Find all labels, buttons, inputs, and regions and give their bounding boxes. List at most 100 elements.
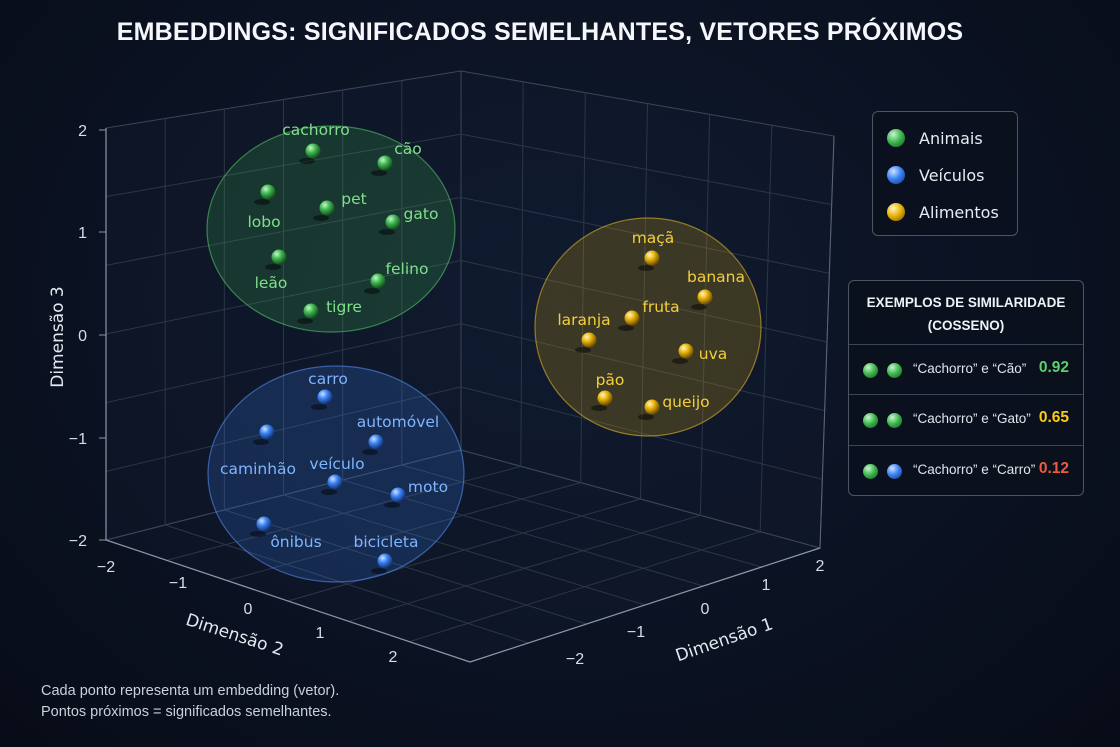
cluster-veiculos [207,365,465,583]
data-point-banana [697,289,713,305]
grid-line [460,133,832,206]
point-label: felino [386,260,429,278]
point-shadow [313,215,329,221]
y-axis-line [105,539,471,663]
point-label: veículo [309,455,364,473]
point-shadow [311,404,327,410]
point-shadow [371,568,387,574]
point-label: moto [408,478,448,496]
legend-label: Animais [919,128,983,148]
point-label: uva [699,345,728,363]
grid-line [401,464,762,568]
point-shadow [250,531,266,537]
legend: Animais Veículos Alimentos [872,111,1018,236]
point-label: leão [255,274,288,292]
data-point-queijo [644,399,660,415]
point-label: bicicleta [354,533,419,551]
point-shadow [591,405,607,411]
blue-dot-icon [887,464,902,479]
data-point-fruta [624,310,640,326]
point-label: caminhão [220,460,296,478]
data-point-bicicleta [377,553,393,569]
y-tick-label: 0 [244,601,253,618]
point-label: gato [404,205,439,223]
z-tick-label: 2 [78,123,87,140]
footnote-line2: Pontos próximos = significados semelhant… [41,704,332,720]
data-point-gato [385,214,401,230]
point-label: cão [394,140,422,158]
y-axis-title: Dimensão 2 [183,610,286,660]
x-axis-line [469,547,821,663]
point-label: ônibus [270,533,321,551]
point-label: carro [308,370,348,388]
data-point-veículo [327,474,343,490]
legend-swatch-icon [887,203,905,221]
legend-item-alimentos: Alimentos [887,200,999,224]
point-shadow [691,304,707,310]
point-label: banana [687,268,745,286]
green-dot-icon [863,413,878,428]
axis-grid [104,70,835,663]
footnote-line1: Cada ponto representa um embedding (veto… [41,683,340,699]
legend-item-veiculos: Veículos [887,163,985,187]
green-dot-icon [863,363,878,378]
chart-title: EMBEDDINGS: SIGNIFICADOS SEMELHANTES, VE… [116,18,964,46]
legend-label: Veículos [919,165,985,185]
similarity-pair: “Cachorro” e “Carro” [913,462,1036,477]
x-axis-title: Dimensão 1 [673,614,775,666]
point-label: lobo [247,213,280,231]
point-shadow [362,449,378,455]
legend-item-animais: Animais [887,126,983,150]
data-point-pão [597,390,613,406]
point-shadow [371,170,387,176]
point-shadow [321,489,337,495]
point-shadow [384,502,400,508]
legend-swatch-icon [887,129,905,147]
green-dot-icon [887,413,902,428]
point-shadow [638,265,654,271]
data-point-pet [319,200,335,216]
right-edge [819,135,835,549]
data-point-laranja [581,332,597,348]
point-label: laranja [557,311,610,329]
point-label: cachorro [282,121,349,139]
data-point-uva [678,343,694,359]
point-shadow [253,439,269,445]
data-point-maçã [644,250,660,266]
data-point-cão [377,155,393,171]
z-tick-label: −1 [69,431,87,448]
x-tick-label: 0 [701,601,710,618]
cluster-regions [206,125,762,583]
z-tick-label: 0 [78,328,87,345]
data-point-cachorro [305,143,321,159]
z-axis-title: Dimensão 3 [48,286,68,388]
point-label: tigre [326,298,362,316]
point-shadow [672,358,688,364]
point-label: queijo [662,393,709,411]
data-point-tigre [303,303,319,319]
x-tick-label: −1 [627,624,645,641]
similarity-pair: “Cachorro” e “Gato” [913,411,1031,426]
point-label: automóvel [357,413,439,431]
y-tick-label: −2 [97,559,115,576]
data-points: cachorro cão lobo pet gato leão felino tigre car… [220,121,745,574]
point-label: pão [596,371,625,389]
cluster-alimentos [534,217,762,437]
legend-swatch-icon [887,166,905,184]
point-shadow [299,158,315,164]
point-shadow [638,414,654,420]
point-label: pet [341,190,366,208]
point-shadow [254,199,270,205]
similarity-row: “Cachorro” e “Gato” 0.65 [849,395,1083,445]
data-point-ônibus [256,516,272,532]
point-shadow [297,318,313,324]
y-tick-label: 2 [389,649,398,666]
cluster-animais [206,125,456,333]
point-shadow [575,347,591,353]
x-tick-label: −2 [566,651,584,668]
similarity-title-line2: (COSSENO) [927,318,1005,333]
footnote: Cada ponto representa um embedding (veto… [41,681,339,723]
y-tick-label: −1 [169,575,187,592]
x-tick-label: 2 [816,558,825,575]
